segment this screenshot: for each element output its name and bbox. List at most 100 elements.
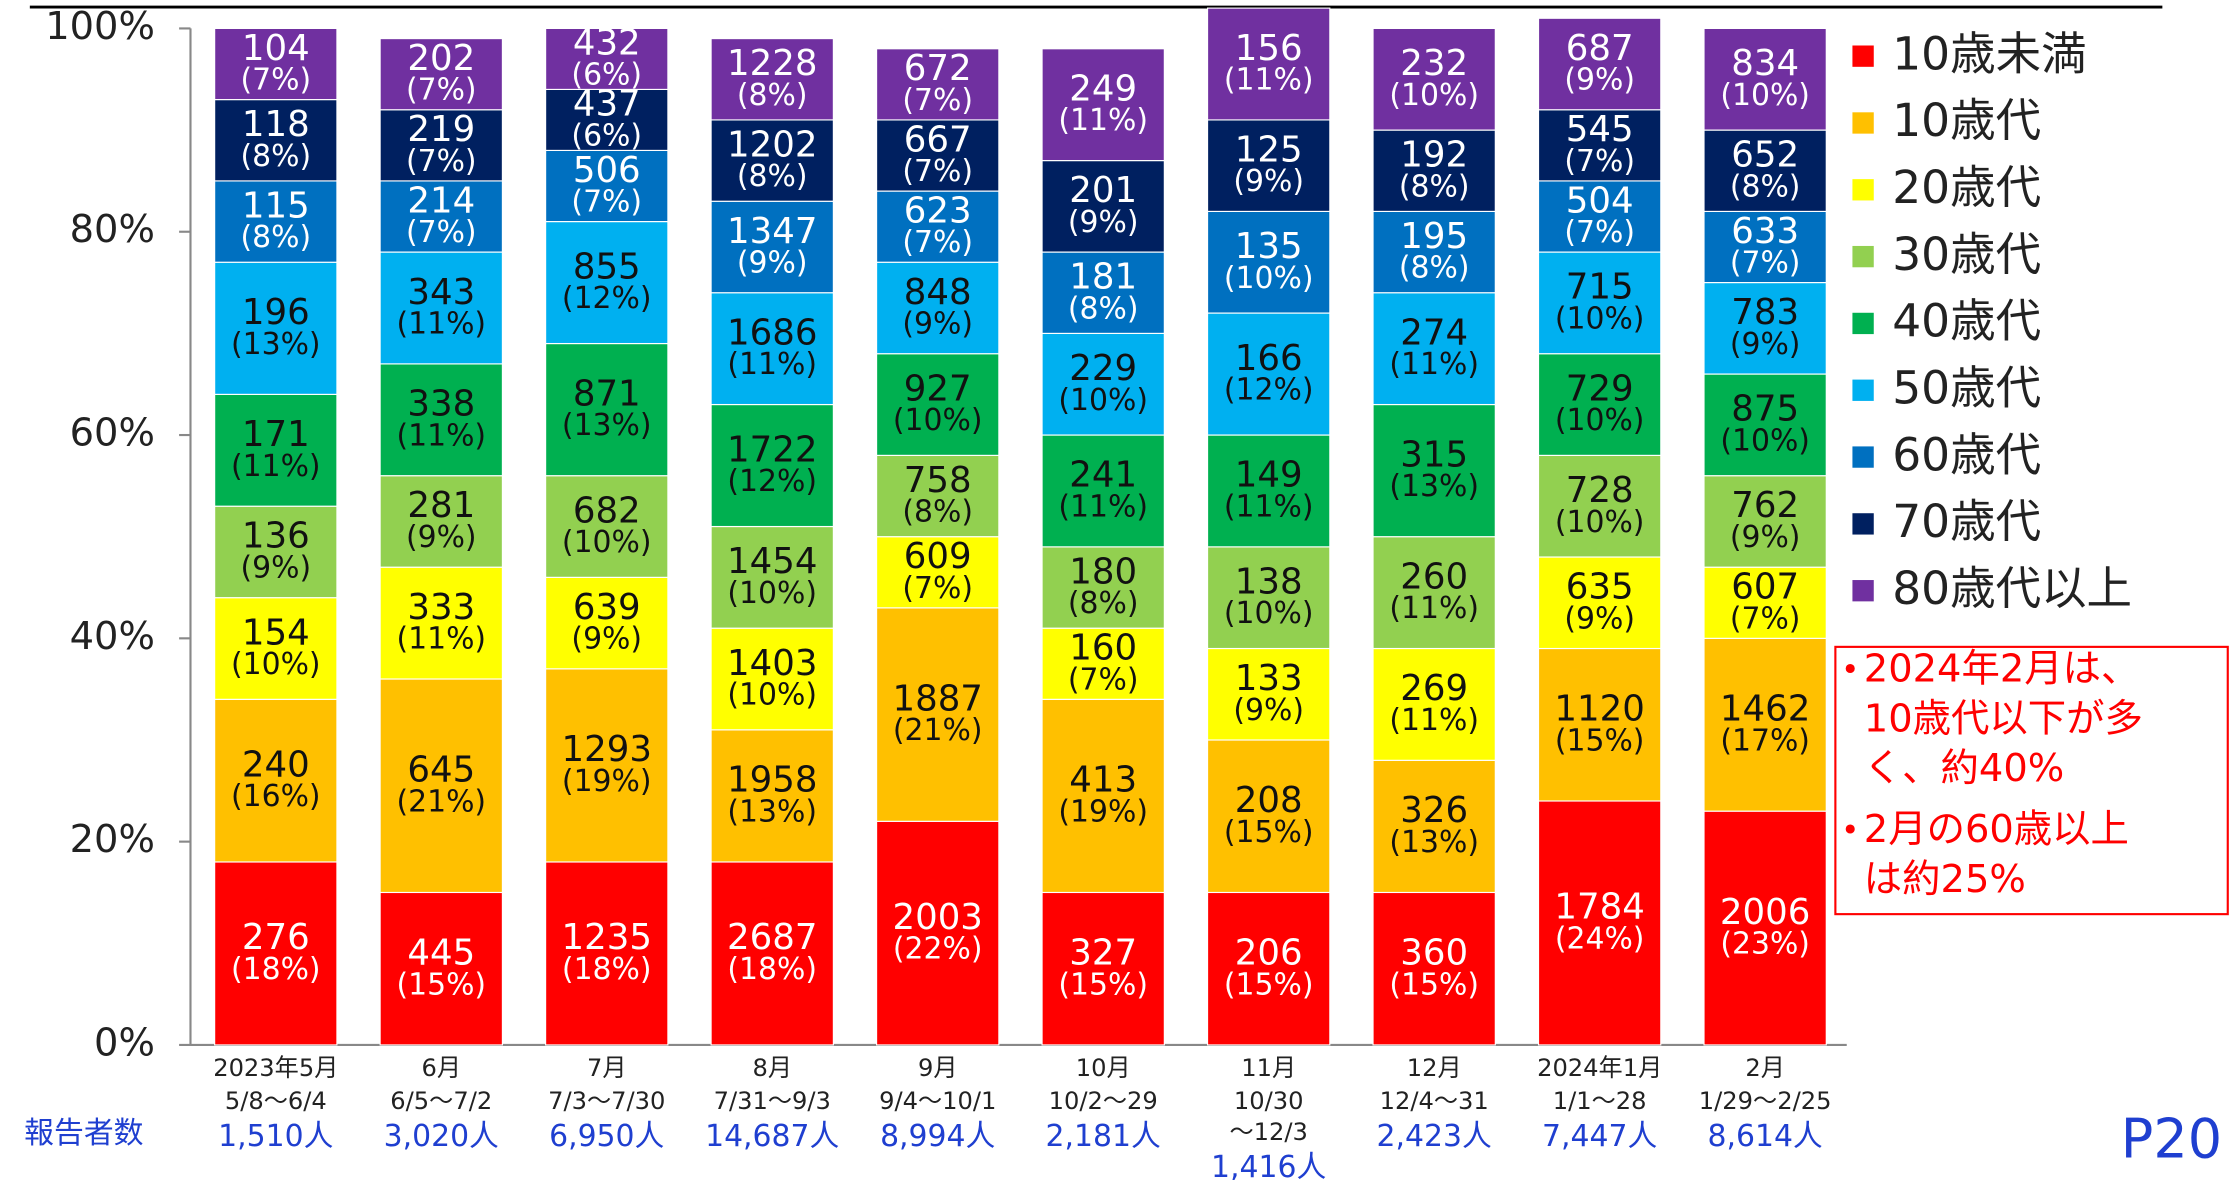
reporter-count: 2,181人 <box>1046 1119 1161 1154</box>
percent-label: (7%) <box>1564 144 1635 179</box>
count-label: 1887 <box>893 678 983 719</box>
percent-label: (9%) <box>737 246 808 281</box>
legend-label: 60歳代 <box>1892 428 2041 481</box>
percent-label: (15%) <box>1224 967 1314 1002</box>
count-label: 1722 <box>727 429 817 470</box>
bar-segment <box>1206 891 1331 1046</box>
percent-label: (8%) <box>737 159 808 194</box>
bar-segment <box>1703 210 1827 284</box>
bar-segment <box>710 403 834 528</box>
percent-label: (7%) <box>902 225 973 260</box>
percent-label: (8%) <box>1068 291 1139 326</box>
percent-label: (15%) <box>1555 723 1645 758</box>
count-label: 181 <box>1069 257 1137 298</box>
bar-segment <box>1703 637 1827 812</box>
percent-label: (8%) <box>1730 169 1801 204</box>
bar-segment <box>876 820 1000 1046</box>
bar-segment <box>545 88 669 151</box>
count-label: 136 <box>242 516 310 557</box>
count-label: 135 <box>1235 226 1303 267</box>
count-label: 232 <box>1400 43 1468 84</box>
y-tick-label: 60% <box>70 411 155 456</box>
bar-segment <box>1703 129 1827 212</box>
percent-label: (16%) <box>231 779 321 814</box>
percent-label: (7%) <box>406 144 477 179</box>
percent-label: (11%) <box>1058 103 1148 138</box>
count-label: 682 <box>573 490 641 531</box>
count-label: 437 <box>573 84 641 125</box>
period-label: 10/30 <box>1234 1087 1304 1115</box>
percent-label: (24%) <box>1555 922 1645 957</box>
count-label: 201 <box>1069 170 1137 211</box>
count-label: 166 <box>1235 338 1303 379</box>
period-label: 10/2～29 <box>1049 1087 1158 1115</box>
legend-label: 40歳代 <box>1892 295 2041 348</box>
annotation-text: 10歳代以下が多 <box>1864 696 2143 741</box>
bar-segment <box>1206 434 1331 548</box>
count-label: 125 <box>1235 129 1303 170</box>
count-label: 219 <box>407 109 475 150</box>
bar-segment <box>1537 647 1662 802</box>
count-label: 229 <box>1069 348 1137 389</box>
percent-label: (11%) <box>1389 703 1479 738</box>
bar-segment <box>1206 7 1331 121</box>
percent-label: (10%) <box>562 525 652 560</box>
count-label: 195 <box>1400 216 1468 257</box>
percent-label: (10%) <box>1555 301 1645 336</box>
count-label: 1120 <box>1554 689 1644 730</box>
count-label: 202 <box>407 38 475 79</box>
percent-label: (9%) <box>1730 327 1801 362</box>
bar-segment <box>1703 373 1827 477</box>
legend-swatch <box>1852 45 1874 67</box>
count-label: 160 <box>1069 628 1137 669</box>
percent-label: (22%) <box>893 932 983 967</box>
percent-label: (9%) <box>1730 520 1801 555</box>
bar-segment <box>545 342 669 477</box>
bar-segment <box>545 149 669 223</box>
count-label: 607 <box>1731 567 1799 608</box>
count-label: 1958 <box>727 760 817 801</box>
bar-segment <box>1703 566 1827 639</box>
count-label: 715 <box>1566 267 1634 308</box>
count-label: 1202 <box>727 124 817 165</box>
count-label: 196 <box>242 292 310 333</box>
bar-segment <box>545 668 669 863</box>
reporter-count: 3,020人 <box>384 1119 499 1154</box>
percent-label: (11%) <box>1389 347 1479 382</box>
count-label: 1293 <box>562 729 652 770</box>
bar-segment <box>1372 536 1496 650</box>
count-label: 729 <box>1566 368 1634 409</box>
count-label: 635 <box>1566 567 1634 608</box>
count-label: 171 <box>242 414 310 455</box>
count-label: 118 <box>242 104 310 145</box>
percent-label: (11%) <box>1224 490 1314 525</box>
count-label: 343 <box>407 272 475 313</box>
bar-segment <box>710 729 834 863</box>
count-label: 115 <box>242 185 310 226</box>
count-label: 274 <box>1400 312 1468 353</box>
percent-label: (11%) <box>1389 591 1479 626</box>
count-label: 871 <box>573 373 641 414</box>
percent-label: (7%) <box>1730 601 1801 636</box>
bar-segment <box>1372 759 1496 894</box>
count-label: 281 <box>407 485 475 526</box>
bar-segment <box>1372 210 1496 294</box>
percent-label: (7%) <box>571 185 642 220</box>
count-label: 413 <box>1069 760 1137 801</box>
x-tick-label: 11月 <box>1241 1054 1296 1082</box>
count-label: 327 <box>1069 932 1137 973</box>
annotation-text: は約25% <box>1864 857 2026 902</box>
percent-label: (7%) <box>406 73 477 108</box>
count-label: 758 <box>904 460 972 501</box>
bar-segment <box>214 393 338 507</box>
percent-label: (9%) <box>571 622 642 657</box>
annotation-text: 2024年2月は、 <box>1864 647 2140 692</box>
count-label: 672 <box>904 48 972 89</box>
count-label: 2003 <box>893 897 983 938</box>
bar-segment <box>1537 180 1662 253</box>
bar-segment <box>379 678 503 894</box>
percent-label: (11%) <box>727 347 817 382</box>
percent-label: (11%) <box>396 307 486 342</box>
count-label: 269 <box>1400 668 1468 709</box>
bar-segment <box>710 200 834 294</box>
